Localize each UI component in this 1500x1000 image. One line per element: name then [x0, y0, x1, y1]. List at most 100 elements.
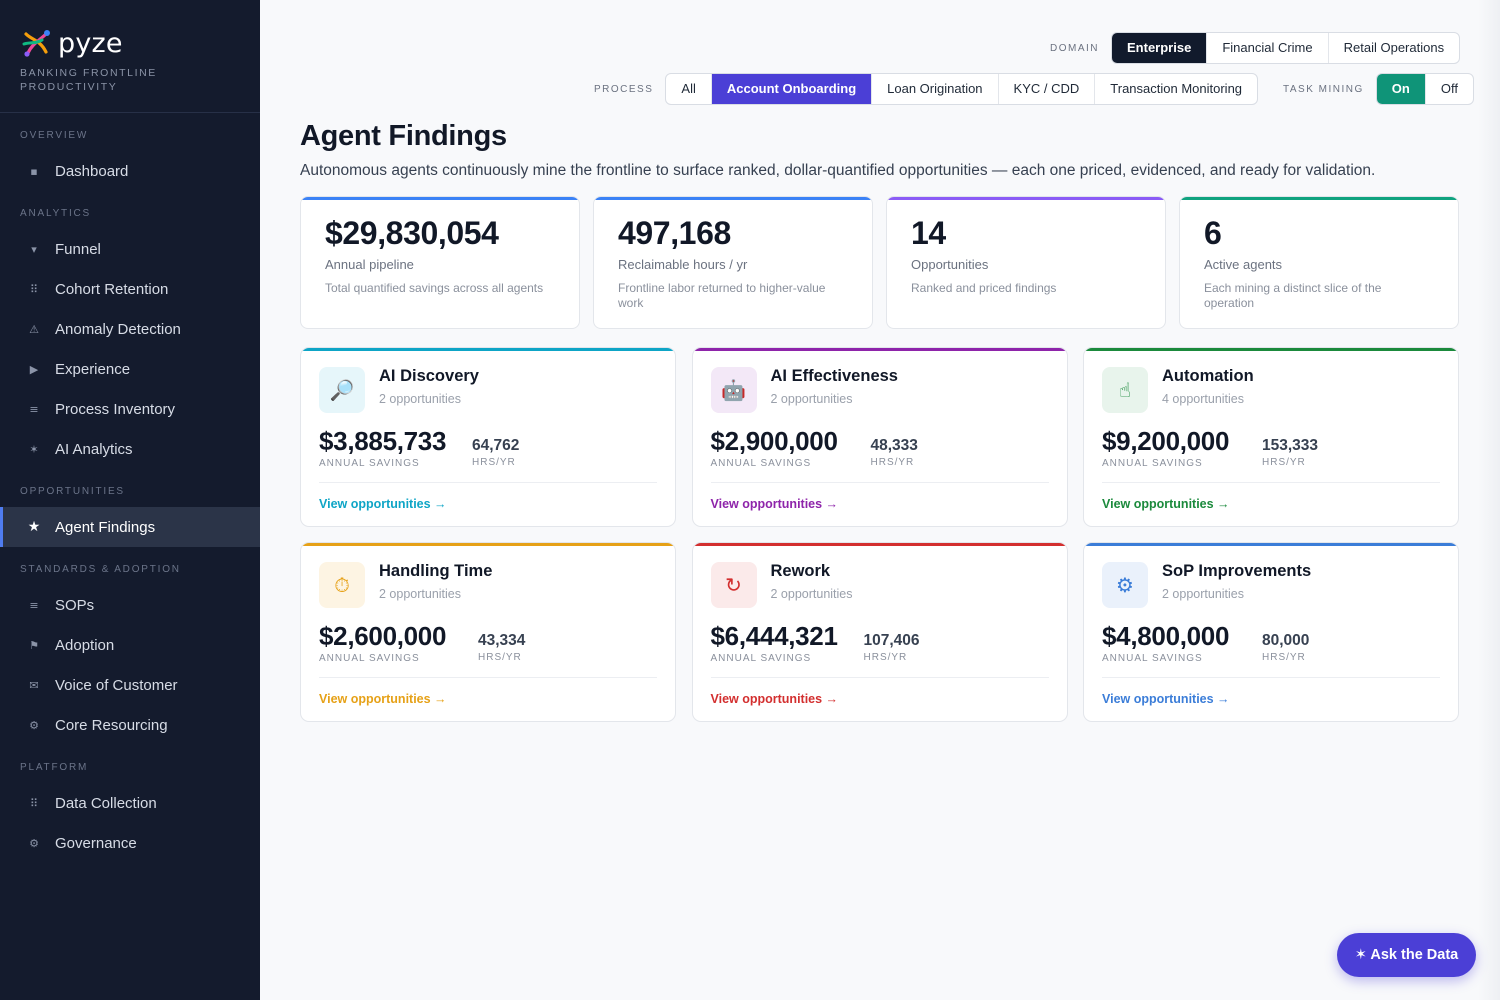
- nav-section-heading: ANALYTICS: [20, 208, 92, 219]
- kpi-description: Each mining a distinct slice of the oper…: [1204, 281, 1382, 310]
- sidebar-item-core-resourcing[interactable]: ⚙ Core Resourcing: [0, 705, 260, 745]
- card-divider: [319, 677, 657, 678]
- kpi-value: $29,830,054: [325, 215, 499, 251]
- nav-section-heading: STANDARDS & ADOPTION: [20, 564, 181, 575]
- sidebar-item-experience[interactable]: ▶ Experience: [0, 349, 260, 389]
- agent-card-handling-time: ⏱ Handling Time 2 opportunities $2,600,000 A…: [300, 542, 676, 722]
- nav-section: OVERVIEW ▪ Dashboard: [0, 129, 260, 191]
- sidebar-item-data-collection[interactable]: ⠿ Data Collection: [0, 783, 260, 823]
- agent-hours-per-year: 64,762: [472, 437, 520, 454]
- view-opportunities-link[interactable]: View opportunities →: [710, 497, 839, 511]
- sidebar-item-process-inventory[interactable]: ≡ Process Inventory: [0, 389, 260, 429]
- sidebar-item-funnel[interactable]: ▾ Funnel: [0, 229, 260, 269]
- sidebar-item-governance[interactable]: ⚙ Governance: [0, 823, 260, 863]
- flag-icon: ⚑: [29, 638, 39, 652]
- process-option-loan-origination[interactable]: Loan Origination: [872, 74, 999, 104]
- pointing-hand-icon: ☝: [1102, 367, 1148, 413]
- nav-section-heading: OVERVIEW: [20, 130, 89, 141]
- domain-filter: DOMAIN Enterprise Financial Crime Retail O…: [1050, 32, 1461, 64]
- view-opportunities-link[interactable]: View opportunities →: [1102, 692, 1230, 706]
- task-mining-option-off[interactable]: Off: [1440, 81, 1458, 96]
- stopwatch-icon: ⏱: [319, 562, 365, 608]
- agent-hours-per-year: 80,000: [1262, 632, 1310, 649]
- agent-opportunity-count: 2 opportunities: [379, 392, 462, 406]
- agent-annual-savings: $4,800,000: [1102, 621, 1230, 651]
- view-opportunities-link[interactable]: View opportunities →: [710, 692, 839, 706]
- annual-savings-label: ANNUAL SAVINGS: [1102, 458, 1203, 469]
- view-opportunities-link[interactable]: View opportunities →: [319, 692, 447, 706]
- sidebar-item-dashboard[interactable]: ▪ Dashboard: [0, 151, 260, 191]
- domain-segmented-control: Enterprise Financial Crime Retail Operatio…: [1111, 32, 1461, 64]
- agent-name: AI Discovery: [379, 367, 479, 385]
- sidebar-item-label: Process Inventory: [55, 400, 176, 418]
- sidebar-item-label: Adoption: [55, 636, 115, 654]
- nav-section: ANALYTICS ▾ Funnel ⠿ Cohort Retention ⚠ Anomal…: [0, 207, 260, 469]
- kpi-value: 14: [911, 215, 946, 251]
- agent-hours-per-year: 107,406: [863, 632, 920, 649]
- play-icon: ▶: [29, 362, 39, 376]
- agent-opportunity-count: 2 opportunities: [770, 392, 853, 406]
- sidebar-item-label: AI Analytics: [55, 440, 133, 458]
- agent-opportunity-count: 2 opportunities: [379, 587, 462, 601]
- hours-per-year-label: HRS/YR: [472, 457, 516, 468]
- process-option-transaction-monitoring[interactable]: Transaction Monitoring: [1110, 81, 1243, 96]
- agent-annual-savings: $9,200,000: [1102, 426, 1230, 456]
- card-divider: [319, 482, 657, 483]
- kpi-card: 6 Active agents Each mining a distinct sli…: [1179, 196, 1459, 329]
- sidebar-item-label: Data Collection: [55, 794, 157, 812]
- agent-opportunity-count: 2 opportunities: [770, 587, 853, 601]
- view-opportunities-link[interactable]: View opportunities →: [319, 497, 447, 511]
- nav-section: PLATFORM ⠿ Data Collection ⚙ Governance: [0, 761, 260, 863]
- sidebar-item-label: Dashboard: [55, 162, 129, 180]
- process-option-account-onboarding[interactable]: Account Onboarding: [711, 74, 873, 104]
- agent-name: Automation: [1162, 367, 1254, 385]
- agent-annual-savings: $6,444,321: [710, 621, 838, 651]
- ask-the-data-button[interactable]: ✶ Ask the Data: [1337, 933, 1476, 977]
- list-icon: ≡: [29, 598, 39, 612]
- kpi-label: Active agents: [1204, 257, 1283, 272]
- sidebar-item-sops[interactable]: ≡ SOPs: [0, 585, 260, 625]
- magnifier-icon: 🔎: [319, 367, 365, 413]
- agent-card-ai-effectiveness: 🤖 AI Effectiveness 2 opportunities $2,900,0…: [691, 347, 1068, 527]
- hours-per-year-label: HRS/YR: [1262, 652, 1306, 663]
- sidebar-item-anomaly-detection[interactable]: ⚠ Anomaly Detection: [0, 309, 260, 349]
- sidebar-item-label: Governance: [55, 834, 137, 852]
- kpi-accent-bar: [1180, 197, 1458, 200]
- agent-accent-bar: [692, 543, 1067, 546]
- agent-name: AI Effectiveness: [770, 367, 898, 385]
- sidebar-item-label: Experience: [55, 360, 131, 378]
- annual-savings-label: ANNUAL SAVINGS: [1102, 653, 1203, 664]
- view-opportunities-link[interactable]: View opportunities →: [1102, 497, 1230, 511]
- sidebar-item-voice-of-customer[interactable]: ✉ Voice of Customer: [0, 665, 260, 705]
- process-option-all[interactable]: All: [666, 74, 712, 104]
- agent-accent-bar: [301, 348, 675, 351]
- process-option-kyc-cdd[interactable]: KYC / CDD: [999, 74, 1096, 104]
- agent-accent-bar: [301, 543, 675, 546]
- kpi-accent-bar: [594, 197, 872, 200]
- sidebar-item-agent-findings[interactable]: ★ Agent Findings: [0, 507, 260, 547]
- brand-name[interactable]: pyze: [58, 27, 123, 59]
- sidebar-item-label: SOPs: [55, 596, 95, 614]
- kpi-description: Total quantified savings across all agen…: [325, 281, 544, 295]
- agent-name: SoP Improvements: [1162, 562, 1312, 580]
- funnel-icon: ▾: [31, 242, 37, 256]
- sidebar-item-label: Core Resourcing: [55, 716, 168, 734]
- task-mining-option-on[interactable]: On: [1376, 74, 1426, 104]
- list-icon: ≡: [29, 402, 39, 416]
- kpi-accent-bar: [301, 197, 579, 200]
- refresh-icon: ↻: [710, 562, 757, 608]
- domain-option-retail-operations[interactable]: Retail Operations: [1343, 40, 1445, 55]
- process-segmented-control: All Account Onboarding Loan Origination KYC…: [665, 73, 1259, 105]
- sidebar-item-cohort-retention[interactable]: ⠿ Cohort Retention: [0, 269, 260, 309]
- sidebar: pyze BANKING FRONTLINE PRODUCTIVITY OVER…: [0, 0, 260, 1000]
- domain-option-enterprise[interactable]: Enterprise: [1112, 33, 1208, 63]
- domain-option-financial-crime[interactable]: Financial Crime: [1207, 33, 1329, 63]
- gear-icon: ⚙: [29, 718, 39, 732]
- scrollbar[interactable]: [1478, 0, 1500, 1000]
- process-filter: PROCESS All Account Onboarding Loan Origin…: [594, 73, 1259, 105]
- sidebar-item-adoption[interactable]: ⚑ Adoption: [0, 625, 260, 665]
- task-mining-toggle: On Off: [1375, 73, 1474, 105]
- sidebar-item-ai-analytics[interactable]: ✶ AI Analytics: [0, 429, 260, 469]
- kpi-label: Annual pipeline: [325, 257, 414, 272]
- nav-section-heading: OPPORTUNITIES: [20, 486, 125, 497]
